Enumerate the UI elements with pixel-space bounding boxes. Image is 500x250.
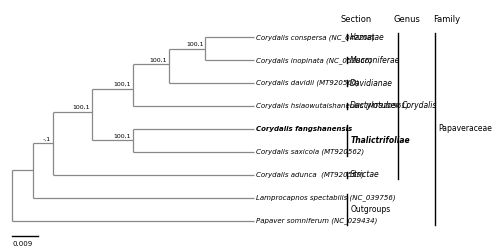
Text: Corydalis: Corydalis — [402, 102, 437, 110]
Text: Genus: Genus — [394, 16, 420, 24]
Text: Mucroniferae: Mucroniferae — [350, 56, 401, 64]
Text: -,1: -,1 — [43, 137, 52, 142]
Text: Corydalis adunca  (MT920559): Corydalis adunca (MT920559) — [256, 172, 364, 178]
Text: 100,1: 100,1 — [150, 58, 167, 62]
Text: 100,1: 100,1 — [114, 82, 131, 87]
Text: Corydalis fangshanensis: Corydalis fangshanensis — [256, 126, 352, 132]
Text: Lamprocapnos spectabilis (NC_039756): Lamprocapnos spectabilis (NC_039756) — [256, 194, 396, 201]
Text: Corydalis saxicola (MT920562): Corydalis saxicola (MT920562) — [256, 148, 364, 155]
Text: 100,1: 100,1 — [114, 134, 131, 139]
Text: Davidianae: Davidianae — [350, 78, 394, 88]
Text: Papaveraceae: Papaveraceae — [438, 124, 492, 134]
Text: Corydalis hsiaowutaishanensis (MT920561): Corydalis hsiaowutaishanensis (MT920561) — [256, 103, 408, 109]
Text: Corydalis inopinata (NC_052866): Corydalis inopinata (NC_052866) — [256, 57, 372, 64]
Text: 0.009: 0.009 — [12, 240, 32, 246]
Text: Thalictrifoliae: Thalictrifoliae — [350, 136, 410, 145]
Text: Outgroups: Outgroups — [350, 205, 391, 214]
Text: Corydalis conspersa (NC_047208): Corydalis conspersa (NC_047208) — [256, 34, 375, 40]
Text: 100,1: 100,1 — [72, 105, 90, 110]
Text: Family: Family — [433, 16, 460, 24]
Text: Strictae: Strictae — [350, 170, 380, 179]
Text: Papaver somniferum (NC_029434): Papaver somniferum (NC_029434) — [256, 217, 378, 224]
Text: Hamatae: Hamatae — [350, 33, 385, 42]
Text: Section: Section — [340, 16, 372, 24]
Text: Dactylotuber: Dactylotuber — [350, 102, 400, 110]
Text: Corydalis davidii (MT920560): Corydalis davidii (MT920560) — [256, 80, 359, 86]
Text: 100,1: 100,1 — [186, 42, 204, 47]
